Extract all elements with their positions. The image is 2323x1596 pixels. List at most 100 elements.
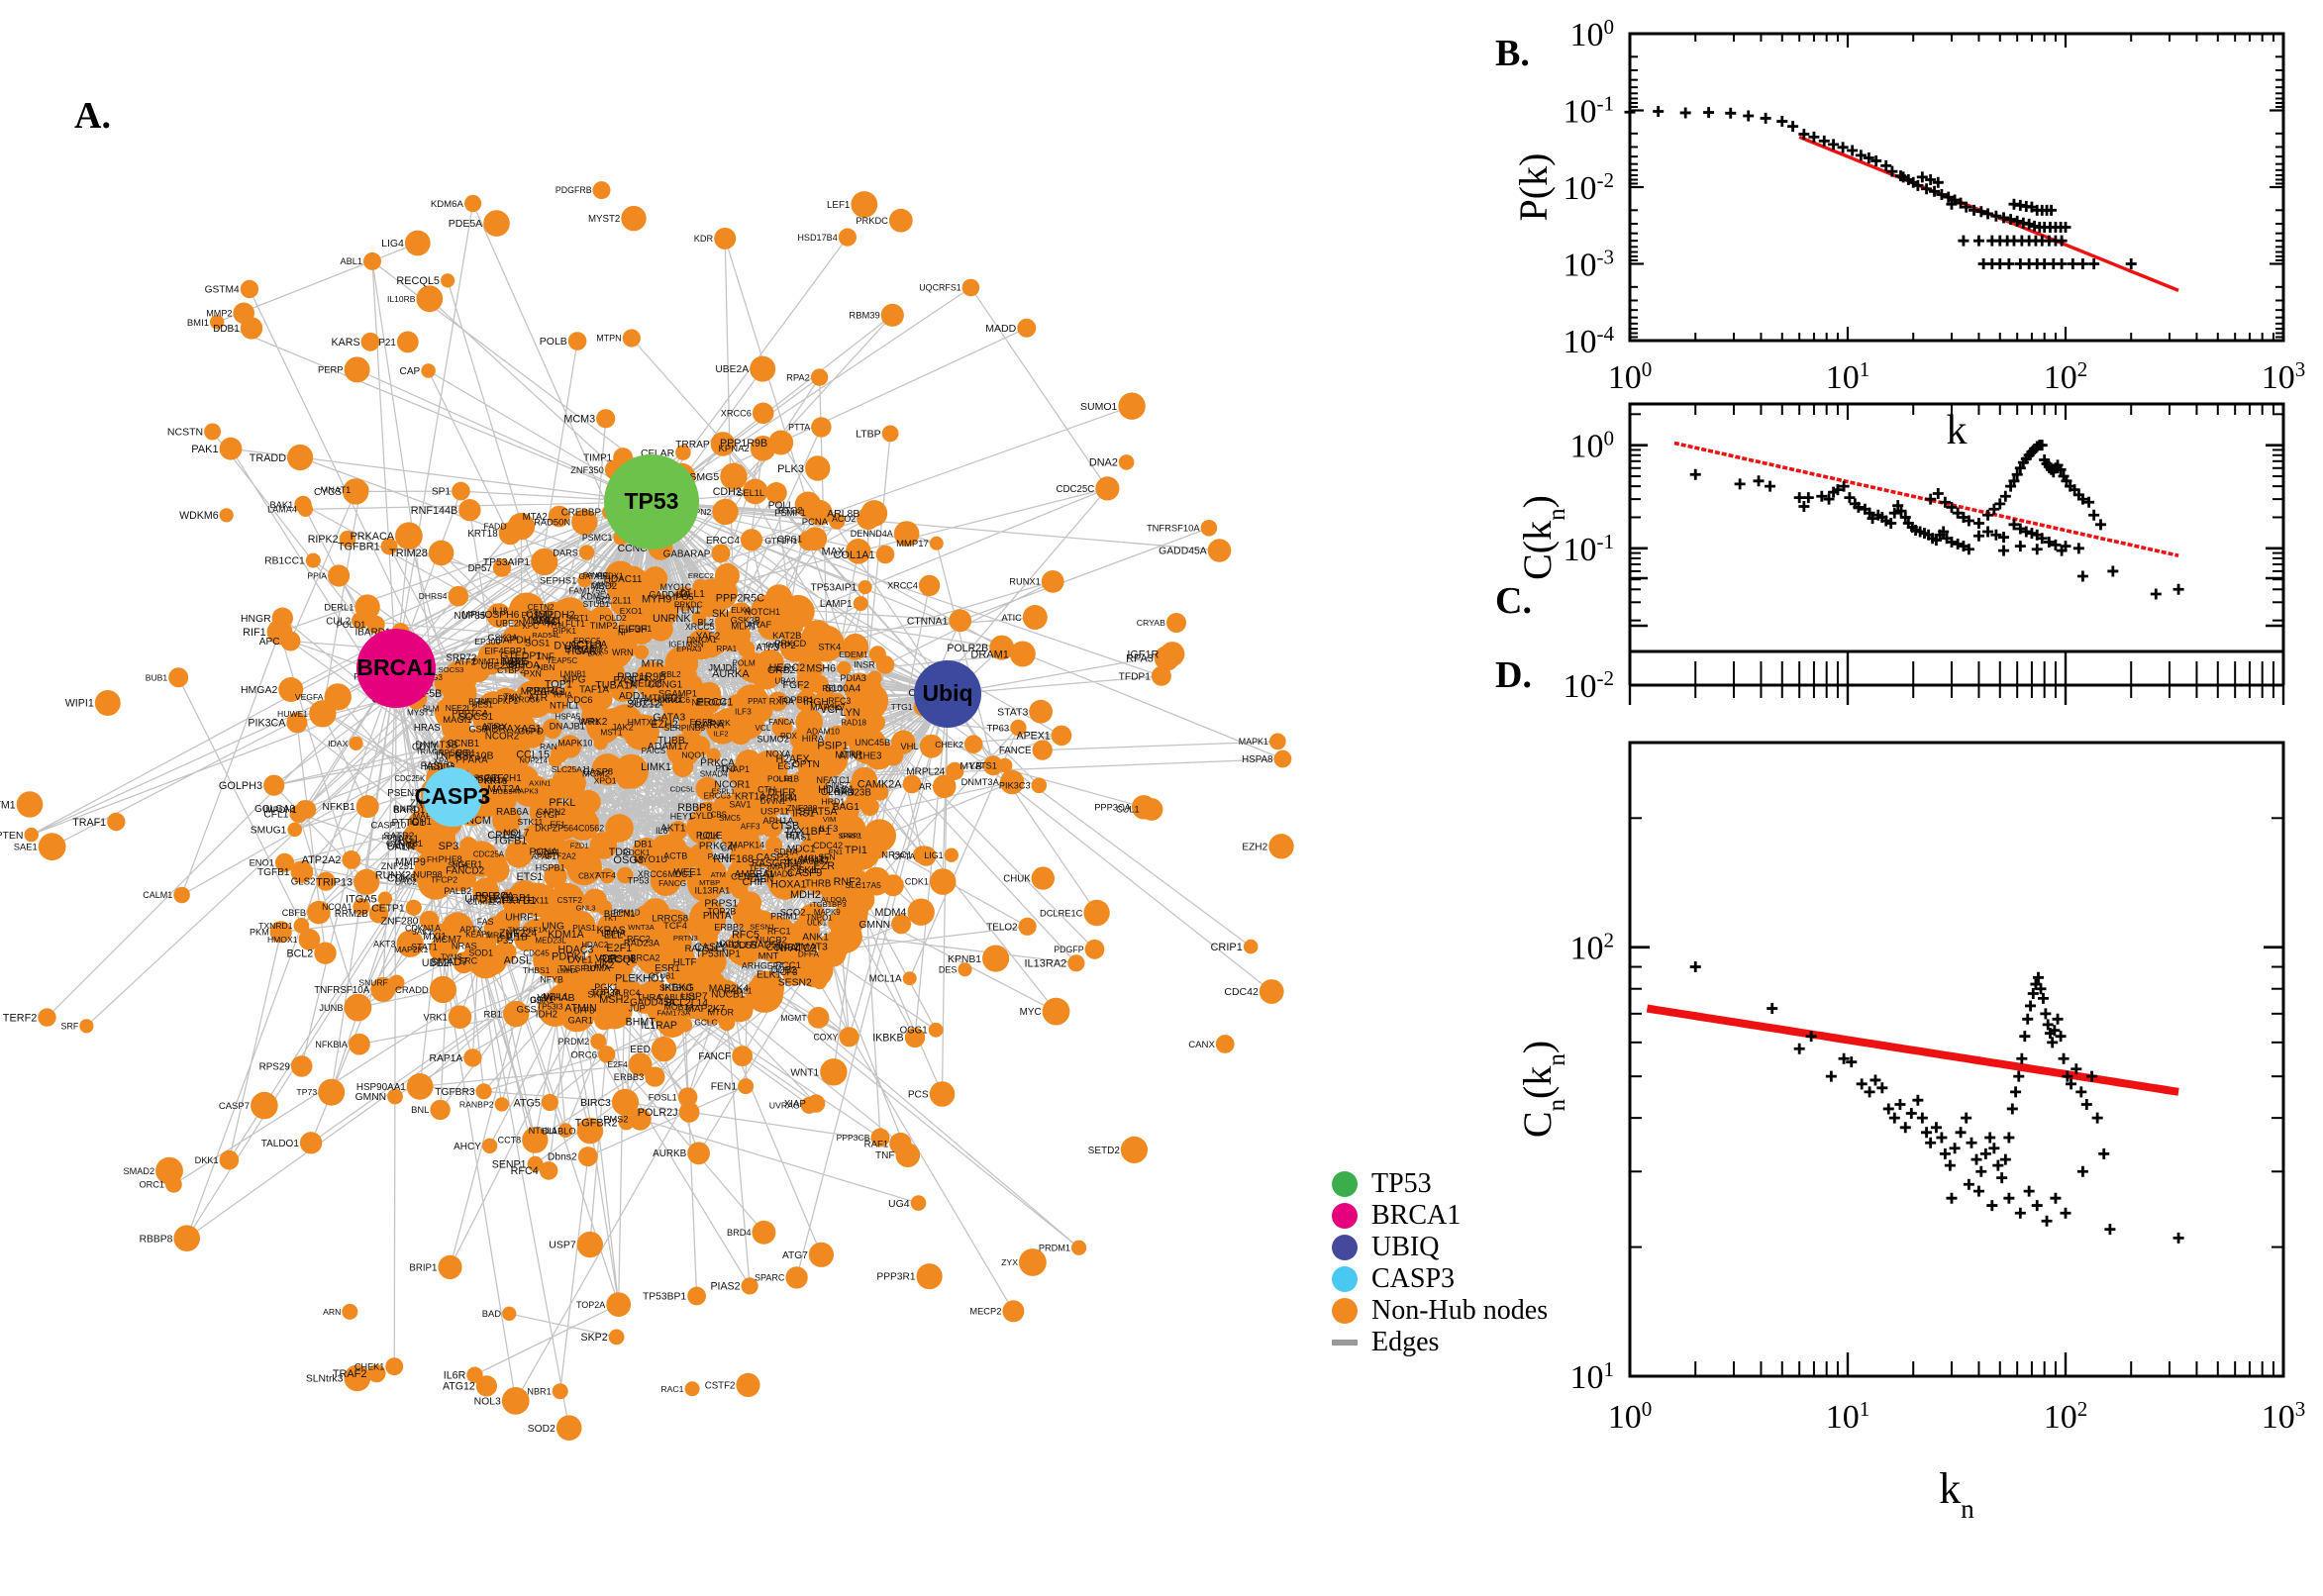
svg-text:CASP10: CASP10 [371, 820, 407, 830]
svg-text:SESN2: SESN2 [778, 978, 812, 989]
svg-text:NOTCH1: NOTCH1 [745, 607, 780, 617]
svg-text:SAE1: SAE1 [14, 842, 38, 852]
svg-text:GCLC: GCLC [694, 1018, 717, 1028]
svg-text:TXNRD1: TXNRD1 [258, 921, 293, 931]
svg-text:THAP1: THAP1 [721, 764, 750, 774]
svg-text:ARL8B: ARL8B [827, 508, 859, 520]
svg-text:THRB: THRB [805, 879, 831, 890]
svg-text:CDH1: CDH1 [628, 624, 652, 634]
svg-text:CAMK2A: CAMK2A [858, 779, 903, 791]
svg-text:CALM1: CALM1 [143, 890, 172, 900]
svg-text:ATF2: ATF2 [454, 656, 475, 666]
legend-color-swatch [1332, 1235, 1358, 1260]
svg-text:RDX: RDX [780, 732, 798, 741]
legend-item-label: BRCA1 [1371, 1200, 1462, 1231]
legend: TP53 BRCA1 UBIQ CASP3 Non-Hub nodes Edges [1332, 1168, 1560, 1358]
svg-text:RECQL5: RECQL5 [396, 275, 440, 287]
svg-text:DES: DES [939, 964, 958, 974]
svg-text:PDGFP: PDGFP [1054, 945, 1083, 954]
svg-text:ILF2: ILF2 [713, 730, 728, 739]
svg-text:NCOA1: NCOA1 [322, 902, 352, 912]
svg-text:HSPB1: HSPB1 [536, 862, 565, 872]
svg-text:CDC6: CDC6 [566, 695, 592, 706]
network-edges [31, 203, 1283, 1429]
svg-text:MTA2: MTA2 [523, 512, 548, 523]
svg-text:SRP72: SRP72 [446, 653, 476, 664]
panel-b-plot: B. 100 10-1 10-2 10-3 10-4 100 101 102 103 P(k) k [1485, 0, 2323, 453]
svg-text:MYC: MYC [1020, 1007, 1042, 1018]
svg-text:CTNNB1: CTNNB1 [386, 839, 423, 848]
svg-text:CDC25A: CDC25A [473, 850, 505, 859]
svg-text:AURKA: AURKA [712, 668, 750, 680]
svg-text:VIM: VIM [823, 815, 837, 824]
svg-text:PIAS1: PIAS1 [786, 833, 811, 843]
svg-text:MST1: MST1 [600, 728, 623, 738]
svg-text:BUB1: BUB1 [146, 672, 168, 682]
svg-text:MDM4: MDM4 [874, 907, 906, 919]
svg-text:MAD2L1: MAD2L1 [716, 940, 749, 949]
svg-text:RAD51L1: RAD51L1 [685, 943, 726, 953]
legend-item-brca1: BRCA1 [1332, 1200, 1560, 1232]
svg-text:ATG5: ATG5 [514, 1097, 541, 1109]
svg-text:DP57: DP57 [468, 563, 492, 574]
svg-text:SEL1L: SEL1L [737, 488, 764, 498]
svg-text:MOB1A: MOB1A [664, 1002, 695, 1012]
svg-text:TEAP5C: TEAP5C [547, 656, 577, 665]
svg-text:STAT1: STAT1 [411, 943, 438, 952]
svg-text:DERL1: DERL1 [324, 602, 354, 612]
svg-text:SMG5: SMG5 [689, 471, 719, 483]
svg-text:CHUK: CHUK [1003, 874, 1031, 885]
svg-text:TET1: TET1 [784, 831, 806, 841]
svg-text:SMAD3: SMAD3 [764, 869, 793, 879]
svg-text:DFFA: DFFA [798, 948, 820, 958]
svg-text:SMC6: SMC6 [592, 580, 613, 589]
svg-text:GTF2H1: GTF2H1 [764, 536, 797, 546]
svg-text:MAGI1: MAGI1 [443, 715, 472, 726]
svg-text:CTBP2: CTBP2 [497, 665, 525, 675]
svg-text:TP53AIP1: TP53AIP1 [483, 557, 531, 568]
svg-text:VEGFA: VEGFA [295, 692, 324, 702]
svg-text:NCOR1: NCOR1 [714, 779, 751, 790]
svg-text:RPA1: RPA1 [717, 645, 738, 653]
svg-text:IMPDH2: IMPDH2 [536, 610, 575, 622]
svg-text:RIPK2: RIPK2 [308, 534, 339, 546]
svg-text:MTRR: MTRR [835, 750, 862, 761]
svg-text:ELK1: ELK1 [757, 970, 782, 981]
svg-text:TGFBR3: TGFBR3 [435, 1087, 475, 1098]
svg-text:NUP85: NUP85 [454, 611, 485, 622]
svg-text:EDEM1: EDEM1 [839, 649, 868, 659]
svg-text:102: 102 [2044, 1397, 2088, 1436]
svg-text:MDC1: MDC1 [787, 845, 816, 855]
legend-item-tp53: TP53 [1332, 1168, 1560, 1200]
svg-text:PDPK1: PDPK1 [552, 951, 587, 963]
svg-text:WNT1: WNT1 [790, 1067, 819, 1078]
svg-text:HMTX1: HMTX1 [628, 718, 657, 728]
svg-text:GTF2A2: GTF2A2 [546, 852, 576, 861]
svg-text:SOS1: SOS1 [525, 639, 550, 649]
svg-text:RFC5: RFC5 [732, 930, 759, 942]
svg-text:CREB1: CREB1 [487, 830, 522, 842]
svg-text:GNL3: GNL3 [576, 903, 596, 912]
svg-text:CRYAB: CRYAB [1137, 618, 1165, 628]
svg-text:FGFR1: FGFR1 [453, 858, 483, 869]
svg-text:POLR2I: POLR2I [475, 890, 508, 901]
svg-text:STK4: STK4 [818, 643, 841, 652]
svg-text:MTR: MTR [642, 657, 664, 669]
svg-text:HIRA: HIRA [802, 734, 825, 744]
svg-text:CDC5L: CDC5L [670, 784, 695, 793]
svg-text:LTBP: LTBP [856, 429, 880, 441]
svg-text:IKBKB: IKBKB [872, 1033, 903, 1045]
svg-text:CAT: CAT [721, 843, 738, 852]
svg-text:RFC3: RFC3 [828, 696, 851, 706]
svg-text:TNFRSF10A: TNFRSF10A [1147, 523, 1200, 534]
svg-text:GOLPH3: GOLPH3 [219, 780, 262, 792]
svg-text:RHOA: RHOA [511, 660, 541, 671]
svg-text:LCK: LCK [699, 831, 719, 843]
svg-text:SOCS1: SOCS1 [458, 712, 493, 723]
svg-text:DCLRE1C: DCLRE1C [1040, 908, 1083, 918]
svg-text:HDAC2: HDAC2 [581, 941, 608, 949]
svg-text:ZNF224: ZNF224 [499, 928, 537, 940]
svg-text:PAG4: PAG4 [708, 851, 730, 861]
svg-text:HERC2: HERC2 [769, 662, 806, 674]
